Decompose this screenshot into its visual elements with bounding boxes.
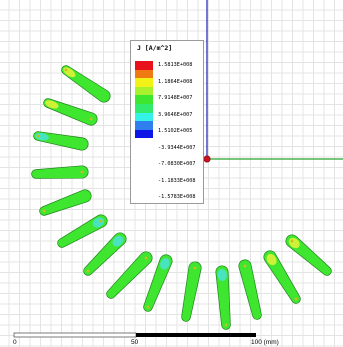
conductor-bar[interactable] <box>59 62 113 104</box>
conductor-end-marker <box>243 264 247 268</box>
field-hotspot <box>266 253 277 266</box>
scale-bar-segment-light <box>13 332 137 338</box>
legend-label: 1.1864E+008 <box>158 78 193 85</box>
conductor-bar[interactable] <box>261 248 303 306</box>
conductor-end-marker <box>99 219 103 223</box>
conductor-body <box>106 251 153 299</box>
legend-swatch <box>135 86 153 96</box>
field-hotspot <box>112 235 124 247</box>
conductor-group <box>31 62 334 330</box>
conductor-body <box>181 261 202 322</box>
conductor-end-marker <box>42 209 46 213</box>
conductor-end-marker <box>64 68 68 72</box>
legend-swatch <box>135 104 153 113</box>
legend-swatch <box>135 61 153 70</box>
scale-label-0: 0 <box>13 339 17 346</box>
legend-swatch <box>135 78 153 87</box>
scale-label-50: 50 <box>131 339 139 346</box>
legend-swatch <box>135 112 153 122</box>
conductor-bar[interactable] <box>81 230 129 278</box>
conductor-end-marker <box>146 305 150 309</box>
conductor-end-marker <box>36 134 40 138</box>
conductor-end-marker <box>144 256 148 260</box>
conductor-bar[interactable] <box>31 165 89 181</box>
conductor-bar[interactable] <box>38 188 93 218</box>
legend-swatch <box>135 121 153 130</box>
scale-bar-segment-dark <box>136 333 256 337</box>
conductor-bar[interactable] <box>238 259 265 321</box>
legend-label: 1.5813E+008 <box>158 62 193 68</box>
legend-label: -3.9344E+007 <box>158 144 196 151</box>
legend-label: 1.5102E+005 <box>158 128 193 134</box>
legend-swatch <box>135 69 153 79</box>
conductor-bar[interactable] <box>33 129 90 151</box>
conductor-bar[interactable] <box>215 265 232 330</box>
field-hotspot <box>160 257 170 270</box>
legend-label: -1.5783E+008 <box>158 194 196 200</box>
conductor-body <box>215 265 231 330</box>
legend-label: 7.9148E+007 <box>158 95 193 101</box>
conductor-end-marker <box>193 266 197 270</box>
field-hotspot <box>217 268 227 281</box>
conductor-end-marker <box>290 239 294 243</box>
conductor-bar[interactable] <box>42 96 99 127</box>
conductor-body <box>39 189 92 216</box>
conductor-end-marker <box>80 170 84 174</box>
conductor-body <box>238 259 262 320</box>
scale-label-100: 100 (mm) <box>251 339 279 346</box>
conductor-bar[interactable] <box>103 249 154 301</box>
conductor-end-marker <box>294 297 298 301</box>
conductor-bar[interactable] <box>55 213 109 251</box>
origin-dot-icon <box>203 155 211 163</box>
legend-label: -1.1833E+008 <box>158 177 196 184</box>
conductor-body <box>31 165 89 179</box>
legend-label: -7.0830E+007 <box>158 161 196 167</box>
conductor-bar[interactable] <box>179 261 202 323</box>
current-density-legend[interactable]: J [A/m^2] 1.5813E+008 1.1864E+008 7.9148… <box>130 40 204 204</box>
field-hotspot <box>45 100 59 109</box>
conductor-bar[interactable] <box>141 253 174 313</box>
legend-swatch <box>135 95 153 104</box>
conductor-bar[interactable] <box>283 232 334 278</box>
conductor-end-marker <box>224 323 228 327</box>
scale-bar <box>13 332 256 338</box>
legend-label: 3.9646E+007 <box>158 111 193 118</box>
conductor-end-marker <box>89 117 93 121</box>
conductor-end-marker <box>86 269 90 273</box>
legend-title: J [A/m^2] <box>137 44 173 52</box>
legend-swatch <box>135 129 153 139</box>
